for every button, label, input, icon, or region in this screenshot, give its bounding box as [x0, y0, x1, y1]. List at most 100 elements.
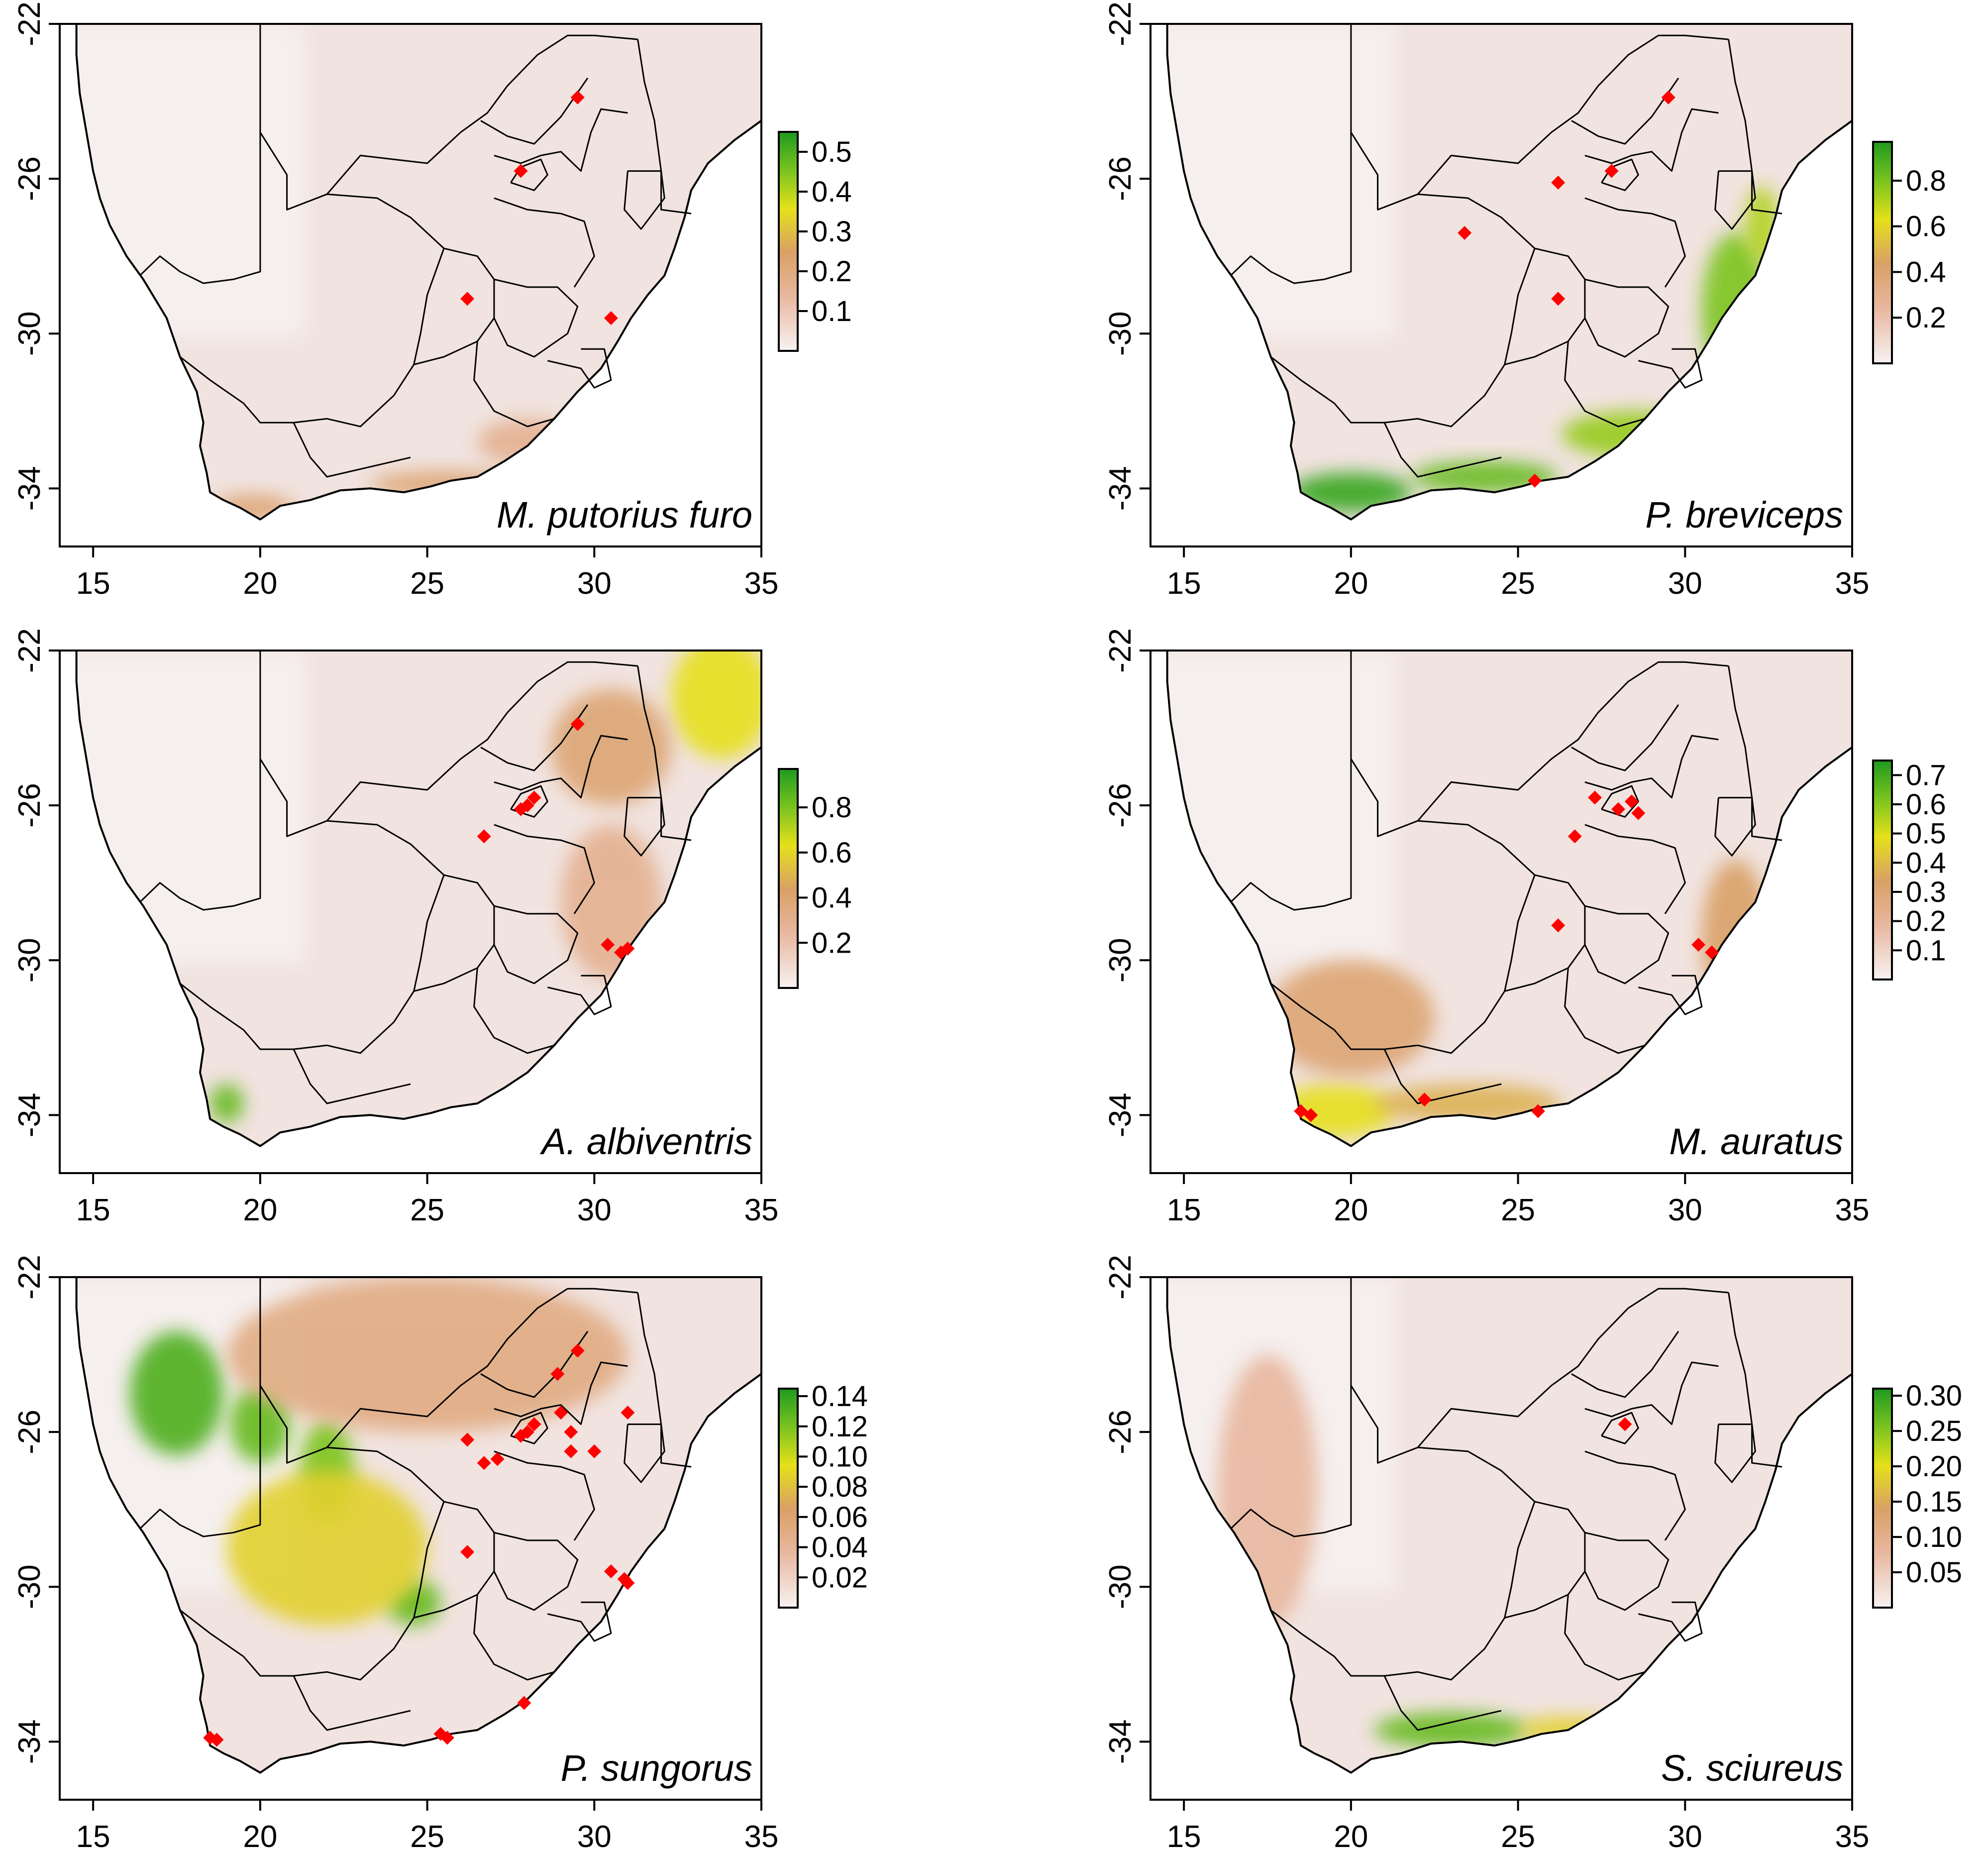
- colorbar: 0.70.60.50.40.30.20.1: [1872, 759, 1946, 980]
- suitability-hotspot: [213, 494, 294, 520]
- y-tick-label: -22: [12, 1, 47, 46]
- colorbar-gradient: [778, 1388, 799, 1609]
- occurrence-point: [527, 1417, 541, 1431]
- border-line: [637, 39, 692, 215]
- occurrence-point: [621, 1406, 635, 1420]
- border-line: [493, 1531, 579, 1611]
- colorbar-tick-label: 0.1: [1906, 934, 1946, 967]
- map-frame: [59, 1276, 762, 1801]
- x-tick-label: 15: [76, 1193, 110, 1227]
- occurrence-point: [514, 164, 528, 178]
- border-line: [1571, 78, 1679, 145]
- border-line: [510, 785, 548, 818]
- x-tick-label: 30: [577, 1193, 612, 1227]
- border-line: [1230, 1277, 1352, 1537]
- border-line: [637, 665, 692, 841]
- coastline: [75, 651, 761, 1147]
- border-line: [624, 797, 665, 857]
- border-line: [1728, 665, 1782, 841]
- occurrence-point: [1568, 829, 1582, 844]
- border-line: [1504, 248, 1536, 365]
- border-line: [1571, 704, 1679, 771]
- x-tick-label: 30: [1668, 566, 1702, 601]
- map-panel: 15 20 25 30 35-22-26-30-34A. albiventris0.80…: [12, 628, 852, 1227]
- occurrence-point: [477, 829, 491, 844]
- x-tick-label: 35: [1835, 1820, 1870, 1849]
- x-tick-label: 35: [744, 1193, 779, 1227]
- border-line: [1383, 1675, 1502, 1731]
- border-line: [494, 735, 628, 799]
- border-line: [259, 34, 638, 211]
- occurrence-point: [587, 1444, 602, 1458]
- border-line: [139, 651, 261, 911]
- suitability-hotspot: [1374, 1713, 1528, 1747]
- border-line: [326, 1446, 495, 1533]
- occurrence-point: [209, 1733, 224, 1747]
- x-tick-label: 30: [1668, 1193, 1702, 1227]
- colorbar-tick-label: 0.12: [812, 1411, 868, 1443]
- border-line: [494, 1450, 595, 1541]
- colorbar-gradient: [778, 768, 799, 989]
- colorbar-tick-label: 0.7: [1906, 759, 1946, 791]
- border-line: [1230, 24, 1352, 284]
- x-tick-label: 15: [76, 1820, 110, 1849]
- y-tick-label: -34: [12, 466, 47, 511]
- y-tick-label: -34: [1103, 1720, 1138, 1764]
- suitability-hotspot: [1274, 1084, 1395, 1139]
- occurrence-point: [1304, 1108, 1318, 1122]
- colorbar-tick-label: 0.2: [812, 927, 852, 959]
- border-line: [547, 348, 612, 389]
- map-panel: 15 20 25 30 35-22-26-30-34M. auratus0.70.60.…: [1103, 628, 1946, 1227]
- border-line: [1638, 1601, 1703, 1642]
- suitability-hotspot: [1267, 960, 1435, 1077]
- species-label: P. sungorus: [561, 1747, 752, 1789]
- y-tick-label: -26: [12, 156, 47, 201]
- border-line: [473, 341, 555, 428]
- occurrence-point: [1551, 918, 1566, 933]
- y-tick-label: -34: [12, 1093, 47, 1138]
- colorbar-tick-label: 0.08: [812, 1471, 868, 1503]
- suitability-hotspot: [130, 1331, 223, 1455]
- border-line: [1504, 874, 1536, 991]
- border-line: [1383, 1049, 1502, 1104]
- border-line: [547, 1601, 612, 1642]
- colorbar-tick-label: 0.30: [1906, 1380, 1962, 1412]
- border-line: [293, 1049, 411, 1104]
- map-panel: 15 20 25 30 35 -22 -26 -30 -34 M. putorius furo 0.…: [12, 1, 852, 601]
- y-tick-label: -26: [1103, 156, 1138, 201]
- occurrence-point: [440, 1731, 454, 1745]
- y-tick-label: -30: [1103, 1564, 1138, 1609]
- colorbar-tick-label: 0.6: [1906, 788, 1946, 821]
- border-line: [480, 704, 589, 771]
- coastline: [1166, 1277, 1852, 1774]
- border-line: [1564, 968, 1646, 1054]
- colorbar: 0.140.120.100.080.060.040.02: [778, 1380, 868, 1609]
- border-line: [494, 824, 595, 914]
- occurrence-point: [621, 1576, 635, 1590]
- border-line: [510, 1412, 548, 1444]
- occurrence-point: [1611, 802, 1625, 816]
- x-tick-label: 25: [410, 566, 444, 601]
- border-line: [1571, 1331, 1679, 1398]
- border-line: [1584, 1361, 1719, 1425]
- occurrence-point: [1624, 794, 1639, 809]
- x-tick-label: 20: [1334, 566, 1368, 601]
- colorbar-tick-label: 0.4: [812, 176, 852, 208]
- suitability-hotspot: [551, 689, 671, 806]
- border-line: [179, 318, 495, 428]
- colorbar-tick-label: 0.06: [812, 1501, 868, 1533]
- x-tick-label: 35: [1835, 1193, 1870, 1227]
- y-tick-label: -26: [12, 1410, 47, 1454]
- colorbar-tick-label: 0.2: [812, 255, 852, 288]
- border-line: [1270, 1571, 1586, 1681]
- suitability-hotspot: [671, 651, 762, 759]
- occurrence-point: [601, 938, 615, 952]
- border-line: [1584, 1531, 1670, 1611]
- border-line: [1638, 348, 1703, 389]
- occurrence-point: [514, 802, 528, 816]
- map-panel: 15 20 25 30 35-22-26-30-34S. sciureus0.300.2…: [1103, 1255, 1962, 1849]
- x-tick-label: 15: [1167, 566, 1201, 601]
- border-line: [480, 1331, 589, 1398]
- y-tick-label: -34: [1103, 466, 1138, 511]
- occurrence-point: [564, 1425, 578, 1439]
